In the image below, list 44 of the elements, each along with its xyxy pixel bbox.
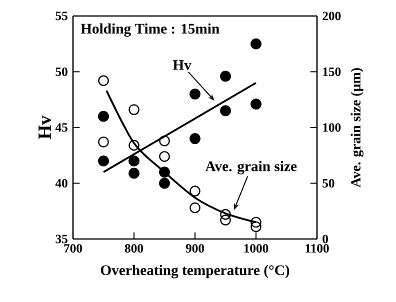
y2-tick-label: 100	[323, 123, 341, 132]
y2-tick-label: 150	[323, 67, 341, 76]
point	[128, 140, 140, 151]
point	[128, 168, 140, 179]
y2-axis-title: Ave. grain size (μm)	[350, 68, 364, 188]
y-tick-label: 50	[56, 67, 68, 76]
annotation: Ave. grain size	[205, 160, 297, 174]
point	[190, 186, 200, 196]
point	[98, 155, 109, 166]
annotation: Holding Time : 15min	[80, 23, 220, 37]
y2-tick-label: 50	[322, 178, 334, 188]
y-axis-title: Hv	[38, 116, 52, 140]
point	[128, 155, 140, 166]
x-tick-label: 800	[124, 244, 144, 253]
x-tick-label: 1000	[244, 244, 268, 253]
point	[220, 209, 231, 220]
point	[159, 151, 170, 162]
point	[190, 88, 200, 100]
point	[128, 104, 140, 116]
point	[220, 214, 231, 226]
point	[159, 178, 170, 189]
x-tick-label: 900	[186, 244, 204, 253]
x-tick-label: 700	[64, 244, 82, 253]
y-tick-label: 40	[55, 178, 68, 188]
y2-tick-label: 200	[322, 12, 341, 20]
point	[250, 221, 262, 232]
point	[250, 216, 262, 228]
point	[98, 136, 109, 148]
point	[190, 133, 200, 144]
point	[98, 110, 109, 122]
x-tick-label: 1100	[306, 244, 329, 253]
y-tick-label: 35	[56, 234, 68, 244]
point	[220, 70, 231, 82]
y-tick-label: 45	[55, 123, 68, 132]
y2-tick-label: 0	[322, 234, 328, 244]
x-axis-title: Overheating temperature (°C)	[100, 264, 290, 278]
point	[190, 202, 200, 214]
y-tick-label: 55	[56, 12, 68, 20]
annotation: Hv	[172, 60, 192, 70]
point	[250, 38, 262, 50]
point	[220, 105, 231, 116]
point	[159, 135, 170, 146]
point	[250, 98, 262, 110]
point	[98, 75, 109, 86]
